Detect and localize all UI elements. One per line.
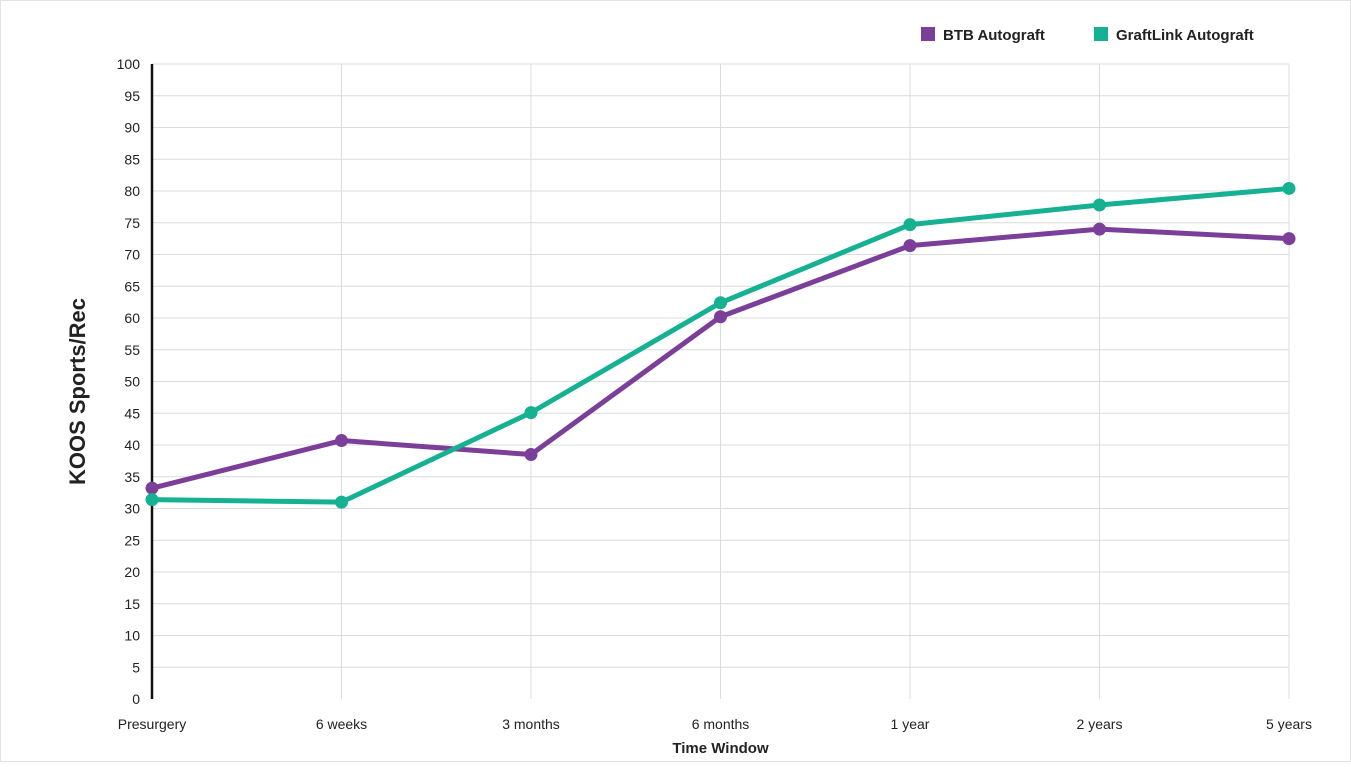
y-tick-label: 55 [124,342,140,358]
y-axis-title: KOOS Sports/Rec [65,298,90,485]
y-tick-label: 35 [124,469,140,485]
data-point [714,296,727,310]
legend: BTB Autograft GraftLink Autograft [921,27,1254,44]
y-tick-label: 30 [124,501,140,517]
gridlines [152,63,1290,699]
y-tick-label: 100 [117,56,141,72]
data-point [335,434,348,448]
data-point [1093,198,1106,212]
x-tick-label: 6 months [692,716,750,732]
y-tick-label: 20 [124,564,140,580]
series-lines [145,181,1296,509]
data-point [1093,222,1106,236]
data-point [1282,181,1296,195]
legend-label: BTB Autograft [943,27,1045,44]
x-tick-label: 1 year [891,716,930,732]
data-point [524,406,538,420]
y-tick-label: 0 [132,691,140,707]
y-tick-label: 15 [124,596,140,612]
data-point [145,481,159,495]
data-point [903,218,917,232]
y-tick-label: 60 [124,310,140,326]
y-tick-label: 85 [124,151,140,167]
data-point [145,493,159,507]
y-tick-label: 90 [124,120,140,136]
x-axis-title: Time Window [672,740,769,757]
data-point [714,310,727,324]
data-point [1282,232,1296,246]
data-point [903,239,917,253]
y-tick-label: 40 [124,437,140,453]
x-tick-label: Presurgery [118,716,186,732]
y-tick-label: 50 [124,374,140,390]
axes: 0 5 10 15 20 25 30 35 40 45 50 55 60 65 70 75 80 85 90 95 10… [117,56,1312,732]
x-tick-label: 3 months [502,716,560,732]
y-tick-label: 95 [124,88,140,104]
y-tick-label: 45 [124,405,140,421]
y-tick-label: 75 [124,215,140,231]
y-tick-label: 10 [124,628,140,644]
y-tick-label: 25 [124,532,140,548]
data-point [335,495,348,509]
x-tick-label: 6 weeks [316,716,367,732]
y-tick-label: 70 [124,247,140,263]
y-tick-label: 80 [124,183,140,199]
x-tick-label: 2 years [1077,716,1123,732]
legend-label: GraftLink Autograft [1116,27,1254,44]
data-point [524,448,538,462]
x-tick-label: 5 years [1266,716,1312,732]
legend-swatch [921,27,935,41]
y-tick-label: 65 [124,278,140,294]
y-tick-label: 5 [132,659,140,675]
legend-swatch [1094,27,1108,41]
